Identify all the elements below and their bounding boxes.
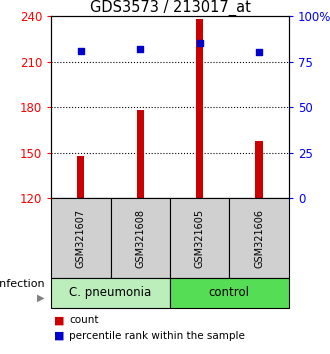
Bar: [51, 198, 111, 278]
Point: [197, 40, 202, 46]
Text: infection: infection: [0, 279, 45, 289]
Text: GSM321607: GSM321607: [76, 209, 86, 268]
Bar: [137, 110, 144, 198]
Point: [78, 48, 83, 53]
Text: GSM321608: GSM321608: [135, 209, 145, 268]
Bar: [170, 198, 229, 278]
Text: C. pneumonia: C. pneumonia: [69, 286, 152, 299]
Bar: [77, 156, 84, 198]
Text: ■: ■: [54, 315, 65, 325]
Text: ▶: ▶: [37, 293, 45, 303]
Point: [256, 50, 262, 55]
Text: ■: ■: [54, 331, 65, 341]
Bar: [255, 141, 263, 198]
Bar: [170, 278, 289, 308]
Text: GSM321606: GSM321606: [254, 209, 264, 268]
Text: count: count: [69, 315, 99, 325]
Text: GSM321605: GSM321605: [195, 209, 205, 268]
Bar: [229, 198, 289, 278]
Bar: [196, 19, 203, 198]
Point: [138, 46, 143, 52]
Bar: [51, 278, 170, 308]
Text: control: control: [209, 286, 250, 299]
Title: GDS3573 / 213017_at: GDS3573 / 213017_at: [89, 0, 250, 16]
Text: percentile rank within the sample: percentile rank within the sample: [69, 331, 245, 341]
Bar: [111, 198, 170, 278]
